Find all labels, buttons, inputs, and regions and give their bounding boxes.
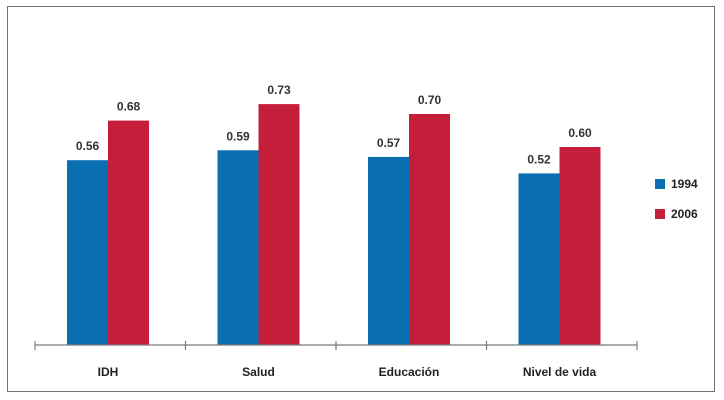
category-label-3: Nivel de vida: [523, 365, 597, 379]
category-label-2: Educación: [379, 365, 440, 379]
value-label-2006-3: 0.60: [568, 126, 592, 140]
value-label-2006-2: 0.70: [418, 93, 442, 107]
value-label-1994-2: 0.57: [377, 136, 401, 150]
value-label-2006-0: 0.68: [117, 100, 141, 114]
value-label-1994-1: 0.59: [226, 129, 250, 143]
category-label-1: Salud: [242, 365, 275, 379]
bar-2006-3: [559, 147, 601, 345]
legend-label-1994: 1994: [671, 177, 698, 191]
bar-1994-3: [518, 173, 560, 345]
legend: 1994 2006: [655, 177, 698, 221]
bar-2006-2: [409, 114, 450, 345]
bar-1994-0: [67, 160, 108, 345]
x-axis: [34, 341, 638, 350]
value-label-1994-0: 0.56: [76, 139, 100, 153]
bar-1994-1: [217, 150, 259, 345]
bar-1994-2: [368, 156, 409, 345]
legend-swatch-1994: [655, 179, 665, 189]
legend-swatch-2006: [655, 209, 665, 219]
legend-label-2006: 2006: [671, 207, 698, 221]
bar-2006-0: [108, 120, 149, 345]
bar-2006-1: [258, 104, 300, 345]
category-labels: IDH Salud Educación Nivel de vida: [98, 365, 597, 379]
value-label-1994-3: 0.52: [527, 152, 551, 166]
bars-layer: 0.56 0.68 0.59 0.73 0.57 0.70 0.52 0.60: [67, 83, 601, 345]
category-label-0: IDH: [98, 365, 119, 379]
value-label-2006-1: 0.73: [267, 83, 291, 97]
